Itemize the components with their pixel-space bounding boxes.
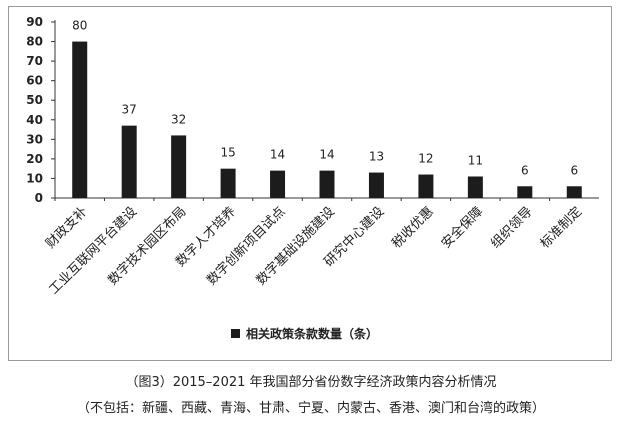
legend-layer: 相关政策条款数量（条） xyxy=(231,326,378,341)
bar-layer xyxy=(72,41,582,198)
chart-frame: 0 10 20 30 40 50 60 70 80 90 80 财政支补 37 工业互联网平台建设 32 数… xyxy=(8,6,612,361)
y-tick-label: 40 xyxy=(26,113,43,127)
x-category-label: 税收优惠 xyxy=(389,204,436,251)
y-tick-label: 80 xyxy=(26,35,43,49)
y-tick-label: 90 xyxy=(26,15,43,29)
x-category-label: 标准制定 xyxy=(538,204,585,251)
data-label: 37 xyxy=(122,103,137,117)
data-label: 6 xyxy=(570,163,578,177)
data-label: 13 xyxy=(369,150,384,164)
bar xyxy=(270,170,286,198)
data-label: 14 xyxy=(319,148,334,162)
data-label: 12 xyxy=(418,152,433,166)
y-tick-label: 50 xyxy=(26,93,43,107)
bar xyxy=(171,135,187,198)
x-category-label: 组织领导 xyxy=(488,204,535,251)
data-label: 6 xyxy=(521,163,529,177)
bar xyxy=(418,174,434,198)
bar xyxy=(566,186,582,198)
data-label: 14 xyxy=(270,148,285,162)
x-category-label: 安全保障 xyxy=(438,204,486,252)
figure-note: （不包括：新疆、西藏、青海、甘肃、宁夏、内蒙古、香港、澳门和台湾的政策） xyxy=(76,401,545,416)
axis-layer: 0 10 20 30 40 50 60 70 80 90 xyxy=(26,15,599,205)
y-tick-label: 60 xyxy=(26,74,43,88)
legend-swatch xyxy=(231,329,240,338)
y-tick-label: 20 xyxy=(26,152,43,166)
bar xyxy=(121,125,137,198)
y-tick-label: 30 xyxy=(26,132,43,146)
bar xyxy=(368,172,384,198)
y-tick-label: 10 xyxy=(26,171,43,185)
x-category-label: 财政支补 xyxy=(43,204,90,251)
bar xyxy=(72,41,88,198)
x-category-label: 工业互联网平台建设 xyxy=(47,204,140,297)
y-tick-label: 0 xyxy=(35,191,43,205)
data-label: 32 xyxy=(171,112,186,126)
data-label: 15 xyxy=(220,146,235,160)
figure-caption: （图3）2015–2021 年我国部分省份数字经济政策内容分析情况 xyxy=(125,375,497,390)
bar xyxy=(517,186,533,198)
y-tick-label: 70 xyxy=(26,54,43,68)
bar xyxy=(220,168,236,198)
data-label: 80 xyxy=(72,19,87,33)
bar xyxy=(319,170,335,198)
legend-label: 相关政策条款数量（条） xyxy=(246,326,378,341)
bar xyxy=(467,176,483,198)
data-label: 11 xyxy=(468,153,483,167)
